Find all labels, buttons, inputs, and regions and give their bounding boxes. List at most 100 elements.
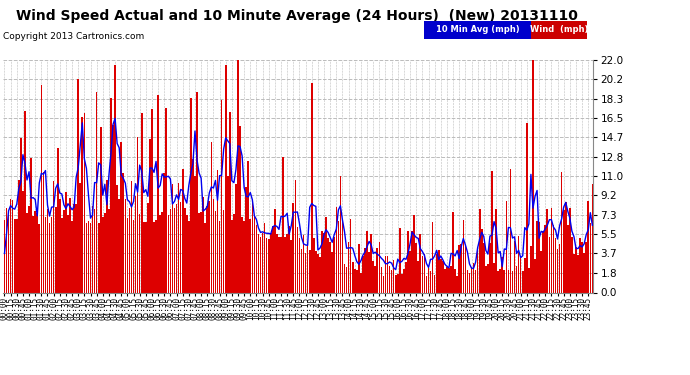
Bar: [379, 242, 380, 292]
Bar: [161, 211, 163, 292]
Bar: [198, 213, 200, 292]
Bar: [170, 209, 171, 292]
Bar: [135, 196, 137, 292]
Bar: [295, 180, 296, 292]
Bar: [24, 111, 26, 292]
Bar: [407, 231, 409, 292]
Bar: [569, 207, 571, 292]
Bar: [65, 192, 67, 292]
Bar: [462, 220, 464, 292]
Bar: [149, 139, 150, 292]
Bar: [166, 108, 167, 292]
Bar: [469, 273, 471, 292]
Bar: [130, 181, 132, 292]
Bar: [119, 199, 120, 292]
Bar: [536, 221, 538, 292]
Bar: [325, 216, 327, 292]
Bar: [45, 217, 46, 292]
Bar: [39, 224, 40, 292]
Text: 10 Min Avg (mph): 10 Min Avg (mph): [436, 25, 520, 34]
Bar: [339, 176, 342, 292]
Bar: [259, 237, 262, 292]
Bar: [288, 226, 290, 292]
Bar: [581, 242, 583, 292]
Bar: [282, 157, 284, 292]
Bar: [497, 271, 499, 292]
Bar: [549, 237, 550, 292]
Bar: [481, 229, 482, 292]
Bar: [483, 243, 484, 292]
Bar: [210, 142, 213, 292]
Bar: [428, 267, 429, 292]
Bar: [110, 98, 112, 292]
Bar: [575, 247, 577, 292]
Bar: [583, 252, 585, 292]
Bar: [293, 203, 294, 292]
Bar: [248, 161, 249, 292]
Bar: [98, 223, 99, 292]
Bar: [75, 204, 77, 292]
Bar: [542, 231, 544, 292]
Bar: [444, 269, 446, 292]
Bar: [47, 209, 48, 292]
Bar: [303, 235, 304, 292]
Bar: [239, 126, 241, 292]
Bar: [90, 223, 91, 292]
Bar: [26, 213, 28, 292]
Bar: [266, 238, 268, 292]
Bar: [477, 248, 478, 292]
Bar: [16, 219, 17, 292]
Bar: [274, 209, 276, 292]
Bar: [585, 242, 587, 292]
Bar: [319, 257, 321, 292]
Bar: [397, 274, 399, 292]
Bar: [278, 237, 279, 292]
Bar: [388, 266, 391, 292]
Bar: [30, 158, 32, 292]
Bar: [69, 198, 71, 292]
Bar: [384, 256, 386, 292]
Bar: [471, 267, 473, 292]
Bar: [329, 242, 331, 292]
Bar: [71, 221, 73, 292]
Bar: [383, 276, 384, 292]
Bar: [61, 218, 63, 292]
Bar: [546, 209, 548, 292]
Bar: [132, 220, 135, 292]
Bar: [79, 183, 81, 292]
Bar: [145, 222, 147, 292]
Bar: [366, 231, 368, 292]
Bar: [237, 60, 239, 292]
Bar: [172, 184, 173, 292]
Bar: [94, 210, 95, 292]
Bar: [194, 176, 196, 292]
Bar: [551, 209, 552, 292]
Bar: [299, 238, 300, 292]
Bar: [393, 260, 395, 292]
Bar: [213, 198, 214, 292]
Bar: [375, 266, 376, 292]
Bar: [411, 231, 413, 292]
Bar: [438, 249, 440, 292]
Bar: [200, 211, 202, 292]
Bar: [587, 201, 589, 292]
Bar: [73, 204, 75, 292]
Bar: [557, 249, 558, 292]
Bar: [524, 258, 526, 292]
Bar: [164, 173, 165, 292]
Bar: [108, 209, 110, 292]
Bar: [83, 113, 85, 292]
Bar: [233, 214, 235, 292]
Bar: [506, 201, 507, 292]
Bar: [55, 207, 57, 292]
Bar: [502, 257, 503, 292]
Bar: [456, 276, 458, 292]
Bar: [512, 271, 513, 292]
Bar: [315, 251, 317, 292]
Bar: [178, 183, 179, 292]
Bar: [313, 238, 315, 292]
Bar: [188, 221, 190, 292]
Bar: [450, 266, 452, 292]
Bar: [311, 83, 313, 292]
Bar: [307, 243, 308, 292]
